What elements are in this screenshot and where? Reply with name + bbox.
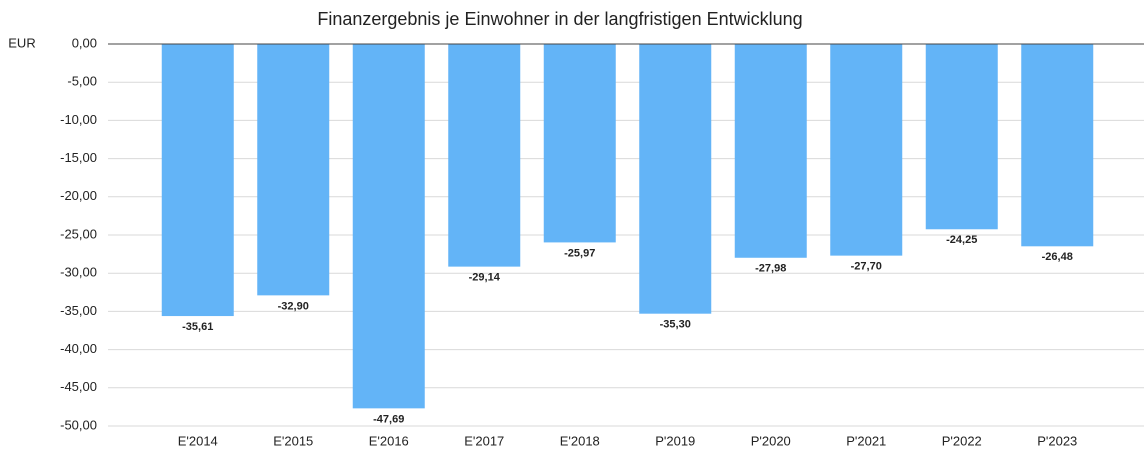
bar: [543, 44, 616, 243]
value-label: -25,97: [564, 247, 595, 259]
y-axis-label: EUR: [8, 35, 35, 50]
y-tick-label: -25,00: [60, 226, 97, 241]
x-tick-label: P'2022: [942, 433, 982, 448]
y-tick-label: -35,00: [60, 303, 97, 318]
value-label: -29,14: [469, 272, 501, 284]
x-tick-label: E'2018: [560, 433, 600, 448]
y-tick-label: 0,00: [72, 35, 97, 50]
value-label: -35,61: [182, 321, 213, 333]
x-tick-label: P'2020: [751, 433, 791, 448]
value-label: -27,70: [851, 261, 882, 273]
bar: [1021, 44, 1094, 247]
value-label: -32,90: [278, 300, 309, 312]
x-tick-label: E'2014: [178, 433, 218, 448]
y-tick-label: -40,00: [60, 341, 97, 356]
value-label: -35,30: [660, 319, 691, 331]
y-tick-label: -10,00: [60, 112, 97, 127]
value-label: -26,48: [1042, 251, 1073, 263]
bar: [257, 44, 330, 296]
x-tick-label: E'2017: [464, 433, 504, 448]
x-tick-label: P'2023: [1037, 433, 1077, 448]
x-tick-label: P'2021: [846, 433, 886, 448]
bar: [830, 44, 903, 256]
bar: [925, 44, 998, 230]
y-tick-label: -45,00: [60, 379, 97, 394]
value-label: -47,69: [373, 413, 404, 425]
value-label: -27,98: [755, 263, 786, 275]
bar: [448, 44, 521, 267]
y-tick-label: -5,00: [67, 74, 97, 89]
value-label: -24,25: [946, 234, 977, 246]
x-tick-label: P'2019: [655, 433, 695, 448]
chart-title: Finanzergebnis je Einwohner in der langf…: [317, 9, 802, 29]
bar: [352, 44, 425, 409]
bar: [161, 44, 234, 317]
y-tick-label: -20,00: [60, 188, 97, 203]
bar: [639, 44, 712, 314]
y-tick-label: -30,00: [60, 265, 97, 280]
y-tick-label: -15,00: [60, 150, 97, 165]
x-tick-label: E'2015: [273, 433, 313, 448]
y-tick-label: -50,00: [60, 417, 97, 432]
bar: [734, 44, 807, 258]
x-tick-label: E'2016: [369, 433, 409, 448]
